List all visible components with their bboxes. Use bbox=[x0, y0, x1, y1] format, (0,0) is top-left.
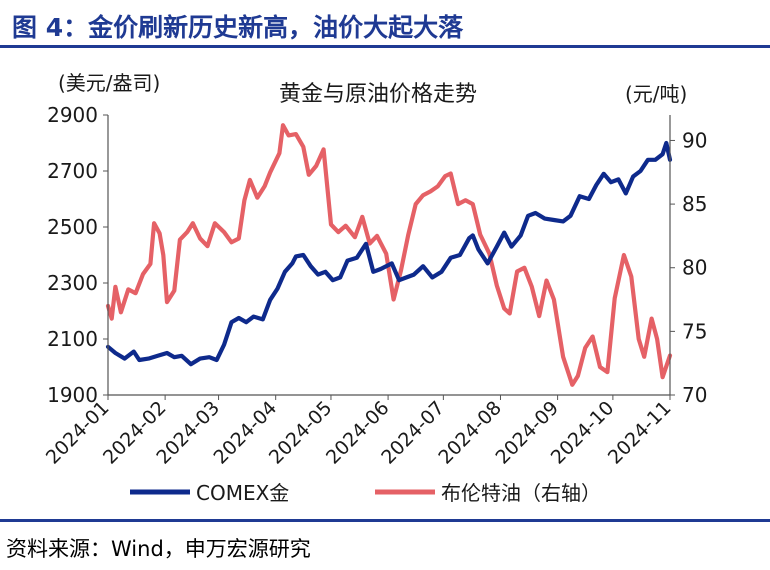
left-tick-label: 2100 bbox=[47, 327, 98, 351]
source-note: 资料来源：Wind，申万宏源研究 bbox=[6, 537, 311, 561]
series-line-brent bbox=[105, 123, 673, 387]
left-tick-label: 2700 bbox=[47, 159, 98, 183]
legend-label-gold: COMEX金 bbox=[196, 481, 289, 505]
series-line-gold bbox=[105, 140, 673, 367]
left-tick-label: 2900 bbox=[47, 103, 98, 127]
right-tick-label: 85 bbox=[682, 192, 707, 216]
legend: COMEX金 布伦特油（右轴） bbox=[130, 481, 601, 505]
footer-rule bbox=[0, 519, 770, 522]
x-tick-label: 2024-11 bbox=[604, 397, 676, 469]
title-rule bbox=[0, 45, 770, 48]
legend-label-brent: 布伦特油（右轴） bbox=[441, 481, 601, 505]
right-tick-label: 90 bbox=[682, 128, 707, 152]
left-tick-label: 2500 bbox=[47, 215, 98, 239]
right-axis-unit: (元/吨) bbox=[625, 82, 687, 106]
figure-title: 图 4：金价刷新历史新高，油价大起大落 bbox=[12, 13, 464, 42]
left-tick-label: 1900 bbox=[47, 383, 98, 407]
right-tick-label: 80 bbox=[682, 256, 707, 280]
gold-oil-chart: 黄金与原油价格走势 (美元/盎司) (元/吨) 1900 2100 2300 2500… bbox=[42, 71, 708, 505]
chart-title: 黄金与原油价格走势 bbox=[279, 82, 477, 107]
left-axis-unit: (美元/盎司) bbox=[58, 71, 160, 95]
right-tick-label: 70 bbox=[682, 383, 707, 407]
left-tick-label: 2300 bbox=[47, 271, 98, 295]
right-tick-label: 75 bbox=[682, 319, 707, 343]
